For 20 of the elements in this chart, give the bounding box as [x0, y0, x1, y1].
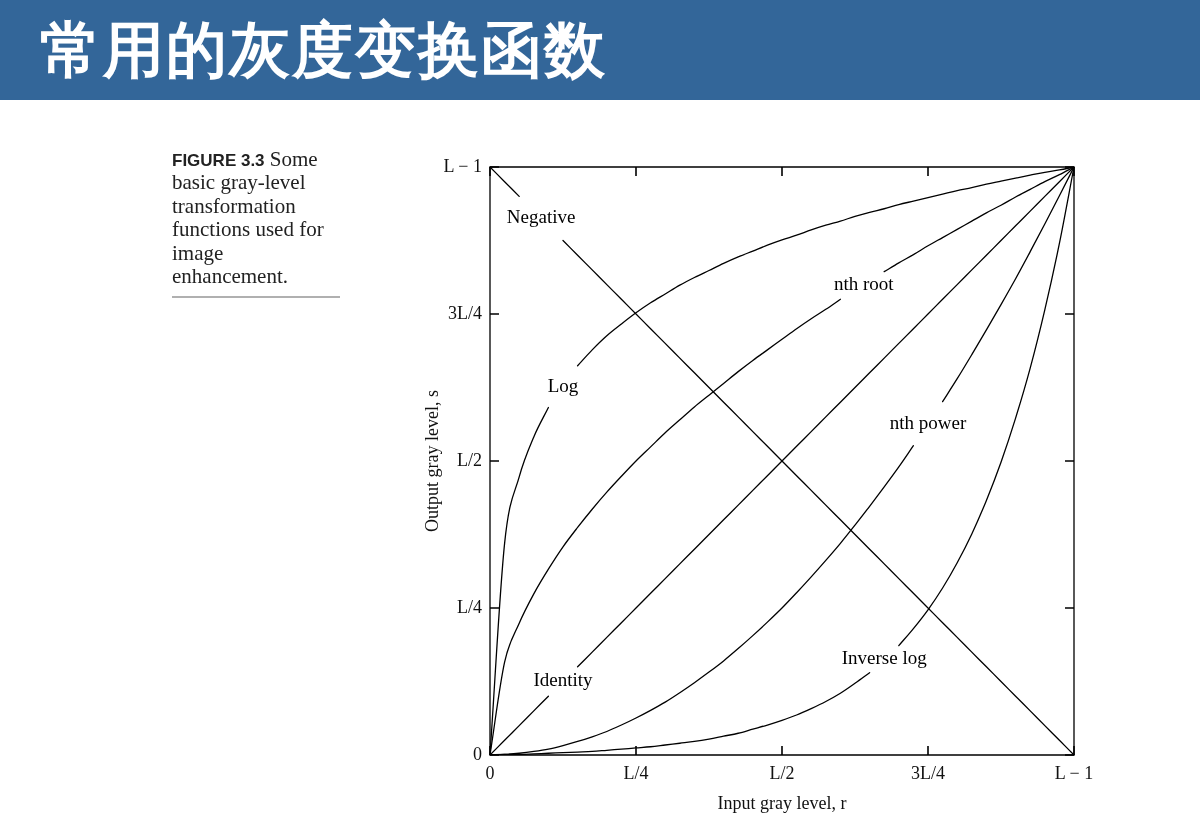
x-tick-label: 0 [485, 762, 495, 783]
y-axis-title: Output gray level, s [421, 390, 442, 532]
x-tick-label: L − 1 [1054, 762, 1094, 783]
x-tick-label: L/4 [623, 762, 649, 783]
text: L − 1 [443, 155, 482, 176]
caption: FIGURE 3.3 Some basic gray-level transformation functions used for image enhancement. [172, 147, 325, 289]
text: 0 [473, 743, 482, 764]
series-label: Identity [533, 669, 594, 691]
text: 3L/4 [448, 302, 482, 323]
series-label: Inverse log [841, 647, 928, 669]
series-label: nth root [833, 272, 895, 294]
series-label: Negative [506, 206, 576, 228]
chart-title: 常用的灰度变换函数 [40, 14, 607, 86]
x-axis-title: Input gray level, r [717, 792, 847, 813]
text: L/2 [457, 449, 482, 470]
text: L/4 [457, 596, 482, 617]
series-label: nth power [889, 411, 967, 433]
x-tick-label: 3L/4 [911, 762, 945, 783]
series-label: Log [547, 374, 579, 396]
x-tick-label: L/2 [769, 762, 795, 783]
